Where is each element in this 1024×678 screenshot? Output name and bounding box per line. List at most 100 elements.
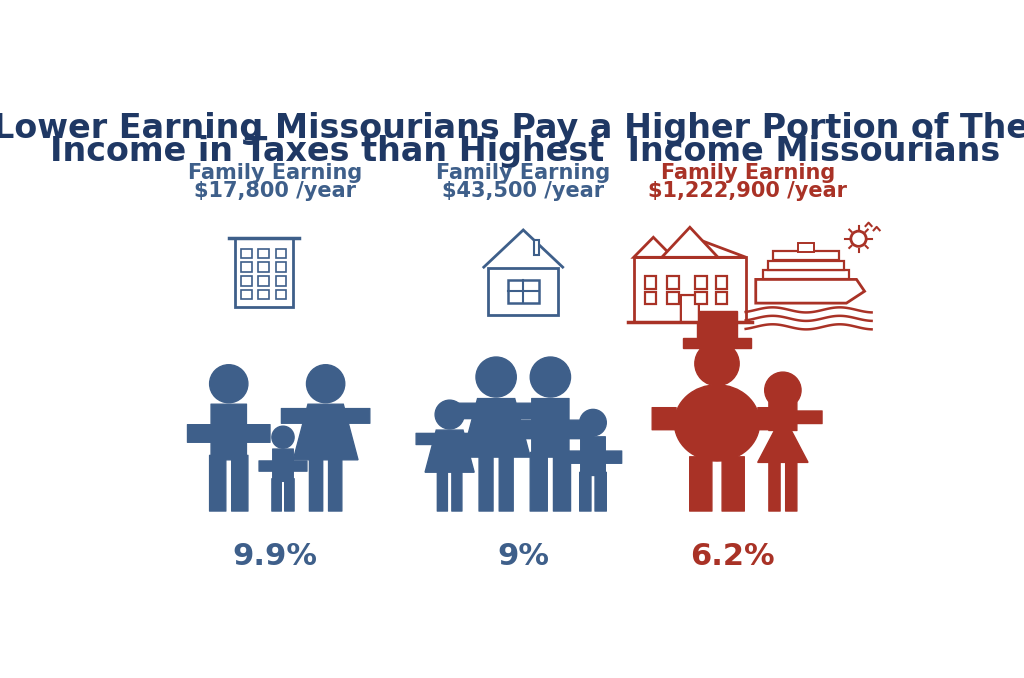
FancyBboxPatch shape (743, 411, 772, 424)
FancyBboxPatch shape (507, 420, 535, 439)
FancyBboxPatch shape (488, 268, 558, 315)
Text: Family Earning: Family Earning (436, 163, 610, 183)
FancyBboxPatch shape (258, 249, 269, 258)
FancyBboxPatch shape (695, 275, 707, 289)
Text: $43,500 /year: $43,500 /year (442, 182, 604, 201)
FancyBboxPatch shape (553, 452, 570, 511)
FancyBboxPatch shape (768, 261, 844, 270)
FancyBboxPatch shape (259, 461, 274, 471)
Polygon shape (758, 431, 808, 462)
FancyBboxPatch shape (461, 433, 483, 445)
FancyBboxPatch shape (531, 399, 569, 457)
FancyBboxPatch shape (798, 243, 814, 252)
FancyBboxPatch shape (285, 479, 294, 511)
Text: Lower Earning Missourians Pay a Higher Portion of Their: Lower Earning Missourians Pay a Higher P… (0, 112, 1024, 145)
FancyBboxPatch shape (329, 457, 342, 511)
FancyBboxPatch shape (785, 460, 797, 511)
Circle shape (695, 342, 739, 386)
FancyBboxPatch shape (668, 275, 679, 289)
Circle shape (272, 426, 294, 448)
FancyBboxPatch shape (758, 407, 781, 430)
FancyBboxPatch shape (275, 262, 286, 272)
FancyBboxPatch shape (668, 292, 679, 304)
Circle shape (306, 365, 345, 403)
FancyBboxPatch shape (769, 460, 780, 511)
FancyBboxPatch shape (716, 292, 727, 304)
FancyBboxPatch shape (210, 456, 226, 511)
Circle shape (530, 357, 570, 397)
Circle shape (210, 365, 248, 403)
FancyBboxPatch shape (652, 407, 676, 430)
FancyBboxPatch shape (244, 424, 270, 442)
FancyBboxPatch shape (242, 249, 252, 258)
FancyBboxPatch shape (763, 271, 849, 279)
FancyBboxPatch shape (242, 276, 252, 285)
FancyBboxPatch shape (696, 311, 737, 342)
FancyBboxPatch shape (500, 454, 513, 511)
Text: Family Earning: Family Earning (660, 163, 836, 183)
FancyBboxPatch shape (645, 292, 656, 304)
FancyBboxPatch shape (275, 249, 286, 258)
FancyBboxPatch shape (716, 275, 727, 289)
FancyBboxPatch shape (242, 262, 252, 272)
FancyBboxPatch shape (275, 290, 286, 300)
FancyBboxPatch shape (681, 295, 699, 322)
FancyBboxPatch shape (683, 338, 752, 348)
FancyBboxPatch shape (566, 420, 594, 439)
Circle shape (435, 400, 464, 429)
FancyBboxPatch shape (437, 470, 447, 511)
FancyBboxPatch shape (581, 437, 605, 475)
FancyBboxPatch shape (722, 457, 744, 511)
Text: $17,800 /year: $17,800 /year (195, 182, 356, 201)
FancyBboxPatch shape (564, 451, 583, 463)
Text: 9%: 9% (498, 542, 549, 571)
FancyBboxPatch shape (794, 411, 822, 424)
Text: Income in Taxes than Highest  Income Missourians: Income in Taxes than Highest Income Miss… (50, 135, 999, 168)
FancyBboxPatch shape (242, 290, 252, 300)
Circle shape (765, 372, 801, 408)
Polygon shape (293, 404, 358, 460)
FancyBboxPatch shape (234, 238, 293, 307)
Text: Family Earning: Family Earning (188, 163, 362, 183)
FancyBboxPatch shape (309, 457, 323, 511)
FancyBboxPatch shape (340, 409, 370, 423)
FancyBboxPatch shape (603, 451, 622, 463)
FancyBboxPatch shape (258, 262, 269, 272)
FancyBboxPatch shape (580, 473, 591, 511)
FancyBboxPatch shape (272, 449, 293, 481)
FancyBboxPatch shape (769, 403, 797, 431)
Polygon shape (634, 237, 673, 258)
FancyBboxPatch shape (690, 457, 712, 511)
Circle shape (851, 231, 866, 246)
Text: 9.9%: 9.9% (232, 542, 317, 571)
FancyBboxPatch shape (479, 454, 493, 511)
FancyBboxPatch shape (595, 473, 606, 511)
Circle shape (580, 410, 606, 436)
Circle shape (476, 357, 516, 397)
FancyBboxPatch shape (773, 251, 839, 260)
Ellipse shape (675, 385, 760, 461)
Polygon shape (673, 237, 746, 258)
FancyBboxPatch shape (292, 461, 307, 471)
FancyBboxPatch shape (275, 276, 286, 285)
FancyBboxPatch shape (645, 275, 656, 289)
Text: $1,222,900 /year: $1,222,900 /year (648, 182, 848, 201)
FancyBboxPatch shape (534, 240, 540, 256)
FancyBboxPatch shape (258, 290, 269, 300)
FancyBboxPatch shape (452, 470, 462, 511)
FancyBboxPatch shape (187, 424, 214, 442)
Polygon shape (662, 227, 718, 258)
FancyBboxPatch shape (272, 479, 282, 511)
FancyBboxPatch shape (258, 276, 269, 285)
FancyBboxPatch shape (774, 425, 792, 441)
FancyBboxPatch shape (416, 433, 438, 445)
FancyBboxPatch shape (512, 403, 543, 418)
FancyBboxPatch shape (211, 404, 247, 460)
FancyBboxPatch shape (450, 403, 480, 418)
FancyBboxPatch shape (231, 456, 248, 511)
FancyBboxPatch shape (508, 280, 539, 303)
Polygon shape (425, 430, 474, 472)
FancyBboxPatch shape (530, 452, 547, 511)
Text: 6.2%: 6.2% (690, 542, 775, 571)
Polygon shape (462, 399, 530, 457)
